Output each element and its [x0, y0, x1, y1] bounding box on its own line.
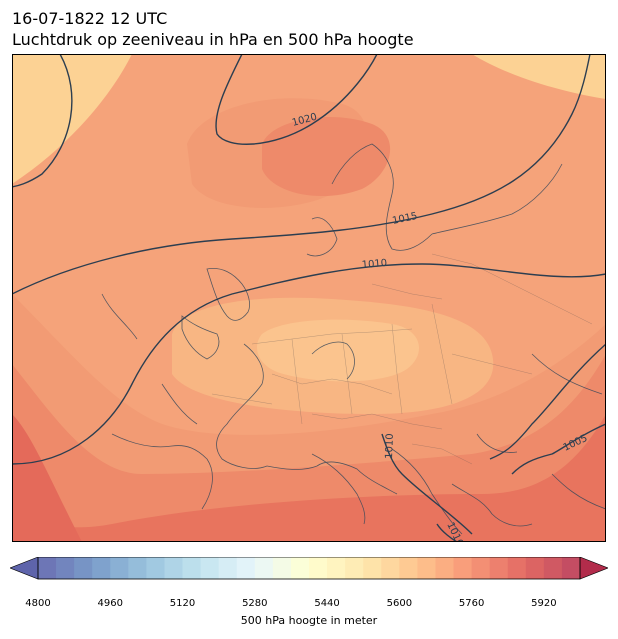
colorbar-segment	[471, 557, 491, 579]
isobar-1010-east	[489, 343, 606, 460]
isobar-1020-west	[12, 54, 73, 188]
colorbar-segment	[345, 557, 364, 579]
colorbar-segment	[435, 557, 455, 579]
colorbar-segment	[254, 557, 274, 579]
colorbar-segment	[128, 557, 147, 579]
colorbar-tick-label: 5920	[531, 598, 557, 609]
isobar-lines	[12, 54, 606, 542]
map-title-line2: Luchtdruk op zeeniveau in hPa en 500 hPa…	[12, 30, 414, 49]
isobar-label-1010-north: 1010	[361, 258, 387, 271]
colorbar-tick-label: 4960	[97, 598, 123, 609]
height-fill-5640-west	[12, 54, 132, 184]
colorbar-extend-high	[579, 557, 608, 580]
colorbar-segment	[507, 557, 527, 579]
colorbar-tick-label: 5440	[314, 598, 340, 609]
colorbar-segment	[399, 557, 418, 579]
colorbar-tick-label: 5280	[242, 598, 268, 609]
coastlines	[101, 143, 606, 535]
colorbar-segment	[164, 557, 184, 579]
colorbar-segment	[110, 557, 129, 579]
colorbar-tick-label: 4800	[25, 598, 51, 609]
colorbar-segment	[56, 557, 75, 579]
map-title-line1: 16-07-1822 12 UTC	[12, 9, 168, 28]
isobar-1010-south	[381, 433, 473, 535]
height-fill-5680	[257, 319, 419, 382]
colorbar-segment	[453, 557, 473, 579]
colorbar-segment	[543, 557, 563, 579]
isobar-label-1010-adriatic: 1010	[384, 433, 396, 459]
colorbar-segment	[272, 557, 292, 579]
colorbar-label: 500 hPa hoogte in meter	[240, 614, 378, 627]
colorbar-segments	[38, 557, 581, 579]
colorbar-extend-low	[10, 557, 39, 580]
map-frame	[12, 54, 606, 542]
colorbar-tick-label: 5120	[169, 598, 196, 609]
colorbar-segment	[363, 557, 382, 579]
isobar-1005	[511, 423, 606, 475]
colorbar-segment	[561, 557, 581, 579]
colorbar-segment	[489, 557, 509, 579]
pressure-height-map: 1020 1015 1010 1010 1010 1005	[12, 54, 606, 542]
isobar-1010-main	[12, 263, 606, 465]
colorbar-tick-label: 5600	[386, 598, 413, 609]
colorbar-segment	[417, 557, 436, 579]
isobar-1015	[12, 54, 591, 295]
country-borders	[211, 253, 593, 465]
colorbar-segment	[92, 557, 111, 579]
isobar-1020-north	[215, 54, 378, 145]
colorbar-frame	[37, 557, 581, 580]
colorbar-segment	[38, 557, 57, 579]
colorbar-segment	[182, 557, 202, 579]
colorbar-segment	[381, 557, 400, 579]
colorbar-segment	[525, 557, 545, 579]
colorbar-segment	[200, 557, 220, 579]
height-fill-5800-north	[262, 116, 391, 197]
colorbar	[10, 557, 608, 580]
colorbar-segment	[327, 557, 346, 579]
colorbar-segment	[309, 557, 328, 579]
isobar-label-1015: 1015	[391, 211, 418, 227]
colorbar-segment	[290, 557, 310, 579]
colorbar-segment	[218, 557, 238, 579]
height-fill-5920-sw	[12, 414, 82, 542]
colorbar-segment	[236, 557, 256, 579]
colorbar-tick-label: 5760	[458, 598, 485, 609]
colorbar-segment	[74, 557, 93, 579]
colorbar-segment	[146, 557, 165, 579]
height-fill-5640-north	[472, 54, 606, 99]
